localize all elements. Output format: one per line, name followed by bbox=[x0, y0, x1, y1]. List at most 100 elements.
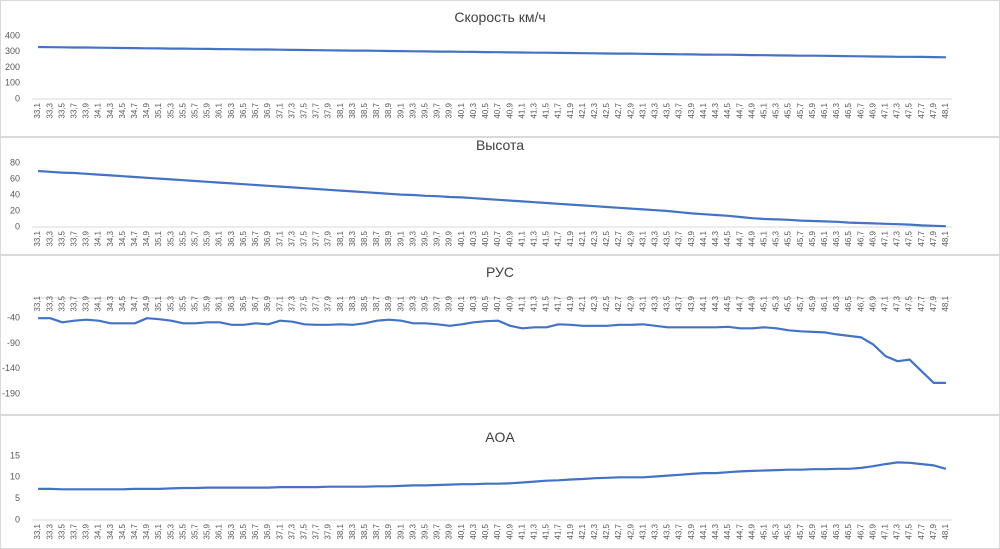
x-tick-label: 39,3 bbox=[408, 295, 417, 311]
x-tick-label: 41,5 bbox=[542, 523, 551, 539]
x-tick-label: 39,3 bbox=[408, 102, 417, 118]
x-tick-label: 46,5 bbox=[844, 102, 853, 118]
x-tick-label: 43,1 bbox=[638, 230, 647, 246]
x-tick-label: 33,3 bbox=[45, 102, 54, 118]
x-tick-label: 47,3 bbox=[893, 523, 902, 539]
y-tick-label: 20 bbox=[10, 205, 20, 215]
x-tick-label: 43,3 bbox=[651, 523, 660, 539]
x-tick-label: 41,1 bbox=[517, 295, 526, 311]
x-tick-label: 48,1 bbox=[941, 102, 950, 118]
x-tick-label: 47,9 bbox=[929, 102, 938, 118]
x-tick-label: 39,7 bbox=[433, 295, 442, 311]
x-tick-label: 38,3 bbox=[348, 102, 357, 118]
x-tick-label: 40,7 bbox=[493, 295, 502, 311]
x-tick-label: 36,3 bbox=[227, 102, 236, 118]
x-tick-label: 38,7 bbox=[372, 523, 381, 539]
x-tick-label: 40,7 bbox=[493, 523, 502, 539]
x-tick-label: 44,5 bbox=[723, 230, 732, 246]
x-tick-label: 42,7 bbox=[614, 230, 623, 246]
x-tick-label: 45,9 bbox=[808, 230, 817, 246]
x-tick-label: 45,3 bbox=[772, 295, 781, 311]
x-tick-label: 34,1 bbox=[94, 102, 103, 118]
y-tick-label: 10 bbox=[10, 472, 20, 482]
x-tick-label: 46,1 bbox=[820, 102, 829, 118]
y-tick-label: -90 bbox=[7, 338, 20, 348]
x-tick-label: 42,7 bbox=[614, 295, 623, 311]
x-tick-label: 42,9 bbox=[626, 295, 635, 311]
x-tick-label: 40,3 bbox=[469, 523, 478, 539]
x-tick-label: 37,1 bbox=[275, 295, 284, 311]
x-tick-label: 41,5 bbox=[542, 295, 551, 311]
x-tick-label: 35,5 bbox=[178, 295, 187, 311]
x-tick-label: 46,7 bbox=[856, 230, 865, 246]
x-tick-label: 39,1 bbox=[396, 102, 405, 118]
x-tick-label: 41,7 bbox=[554, 523, 563, 539]
x-tick-label: 39,7 bbox=[433, 523, 442, 539]
x-tick-label: 47,5 bbox=[905, 102, 914, 118]
x-tick-label: 46,3 bbox=[832, 230, 841, 246]
x-tick-label: 35,5 bbox=[178, 523, 187, 539]
x-tick-label: 39,1 bbox=[396, 230, 405, 246]
x-tick-label: 34,5 bbox=[118, 230, 127, 246]
x-tick-label: 36,3 bbox=[227, 523, 236, 539]
x-tick-label: 47,1 bbox=[881, 102, 890, 118]
x-tick-label: 45,7 bbox=[796, 523, 805, 539]
x-tick-label: 36,7 bbox=[251, 102, 260, 118]
x-tick-label: 35,7 bbox=[191, 230, 200, 246]
x-tick-label: 45,7 bbox=[796, 102, 805, 118]
x-tick-label: 47,9 bbox=[929, 295, 938, 311]
x-tick-label: 45,7 bbox=[796, 295, 805, 311]
x-tick-label: 44,5 bbox=[723, 102, 732, 118]
x-tick-label: 35,1 bbox=[154, 295, 163, 311]
x-tick-label: 40,9 bbox=[505, 102, 514, 118]
x-tick-label: 36,3 bbox=[227, 295, 236, 311]
x-tick-label: 43,3 bbox=[651, 230, 660, 246]
x-tick-label: 44,1 bbox=[699, 295, 708, 311]
y-tick-label: 100 bbox=[5, 78, 20, 88]
x-tick-label: 46,9 bbox=[868, 102, 877, 118]
x-tick-label: 33,3 bbox=[45, 230, 54, 246]
x-tick-label: 47,1 bbox=[881, 230, 890, 246]
data-line bbox=[38, 169, 946, 228]
x-tick-label: 34,9 bbox=[142, 102, 151, 118]
x-tick-label: 42,9 bbox=[626, 230, 635, 246]
x-tick-label: 35,9 bbox=[203, 230, 212, 246]
x-tick-label: 35,7 bbox=[191, 523, 200, 539]
x-tick-label: 36,7 bbox=[251, 230, 260, 246]
x-tick-label: 38,5 bbox=[360, 230, 369, 246]
x-tick-label: 33,5 bbox=[57, 295, 66, 311]
x-tick-label: 37,7 bbox=[312, 295, 321, 311]
x-tick-label: 45,5 bbox=[784, 102, 793, 118]
x-tick-label: 46,7 bbox=[856, 295, 865, 311]
x-tick-label: 47,7 bbox=[917, 295, 926, 311]
y-tick-label: 400 bbox=[5, 30, 20, 40]
x-tick-label: 34,5 bbox=[118, 295, 127, 311]
x-tick-label: 34,5 bbox=[118, 102, 127, 118]
x-tick-label: 41,7 bbox=[554, 102, 563, 118]
x-tick-label: 36,1 bbox=[215, 295, 224, 311]
x-tick-label: 36,5 bbox=[239, 102, 248, 118]
x-tick-label: 39,1 bbox=[396, 295, 405, 311]
x-tick-label: 37,5 bbox=[299, 523, 308, 539]
x-tick-label: 38,1 bbox=[336, 230, 345, 246]
data-line bbox=[38, 45, 946, 59]
x-tick-label: 45,9 bbox=[808, 523, 817, 539]
x-tick-label: 48,1 bbox=[941, 295, 950, 311]
x-tick-label: 41,3 bbox=[529, 230, 538, 246]
x-tick-label: 47,7 bbox=[917, 230, 926, 246]
x-tick-label: 33,1 bbox=[33, 523, 42, 539]
x-tick-label: 33,1 bbox=[33, 230, 42, 246]
x-tick-label: 39,9 bbox=[445, 102, 454, 118]
x-tick-label: 46,5 bbox=[844, 295, 853, 311]
y-tick-label: 0 bbox=[15, 514, 20, 524]
x-tick-label: 44,1 bbox=[699, 523, 708, 539]
x-tick-label: 46,1 bbox=[820, 230, 829, 246]
x-tick-label: 46,9 bbox=[868, 295, 877, 311]
x-tick-label: 45,1 bbox=[759, 523, 768, 539]
x-tick-label: 37,9 bbox=[324, 295, 333, 311]
x-tick-label: 36,9 bbox=[263, 230, 272, 246]
x-tick-label: 40,5 bbox=[481, 230, 490, 246]
x-tick-label: 40,9 bbox=[505, 230, 514, 246]
x-tick-label: 35,1 bbox=[154, 230, 163, 246]
x-tick-label: 46,5 bbox=[844, 523, 853, 539]
